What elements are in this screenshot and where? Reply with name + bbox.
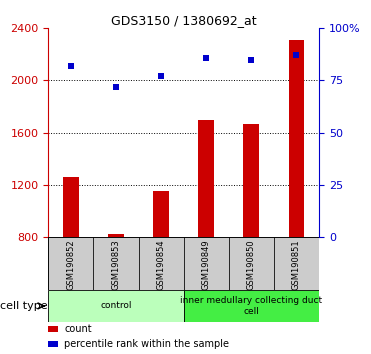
Point — [113, 84, 119, 90]
Bar — [48, 290, 184, 322]
Bar — [184, 237, 229, 290]
Title: GDS3150 / 1380692_at: GDS3150 / 1380692_at — [111, 14, 256, 27]
Bar — [48, 326, 58, 332]
Point — [249, 57, 255, 62]
Bar — [108, 234, 124, 237]
Text: inner medullary collecting duct
cell: inner medullary collecting duct cell — [180, 296, 322, 316]
Point — [158, 73, 164, 79]
Text: GSM190850: GSM190850 — [247, 239, 256, 290]
Bar — [138, 237, 184, 290]
Bar — [93, 237, 138, 290]
Bar — [198, 120, 214, 237]
Bar — [229, 237, 274, 290]
Text: count: count — [65, 324, 92, 334]
Text: cell type: cell type — [0, 301, 47, 311]
Bar — [184, 290, 319, 322]
Bar — [63, 177, 79, 237]
Text: GSM190852: GSM190852 — [66, 239, 75, 290]
Point — [293, 53, 299, 58]
Point — [203, 55, 209, 60]
Text: percentile rank within the sample: percentile rank within the sample — [65, 339, 230, 349]
Text: GSM190853: GSM190853 — [111, 239, 121, 290]
Point — [68, 63, 74, 69]
Text: GSM190854: GSM190854 — [157, 239, 165, 290]
Bar — [289, 40, 304, 237]
Bar — [48, 341, 58, 347]
Bar — [243, 124, 259, 237]
Bar — [274, 237, 319, 290]
Text: GSM190849: GSM190849 — [202, 239, 211, 290]
Bar — [153, 190, 169, 237]
Text: control: control — [100, 301, 132, 310]
Text: GSM190851: GSM190851 — [292, 239, 301, 290]
Bar — [48, 237, 93, 290]
